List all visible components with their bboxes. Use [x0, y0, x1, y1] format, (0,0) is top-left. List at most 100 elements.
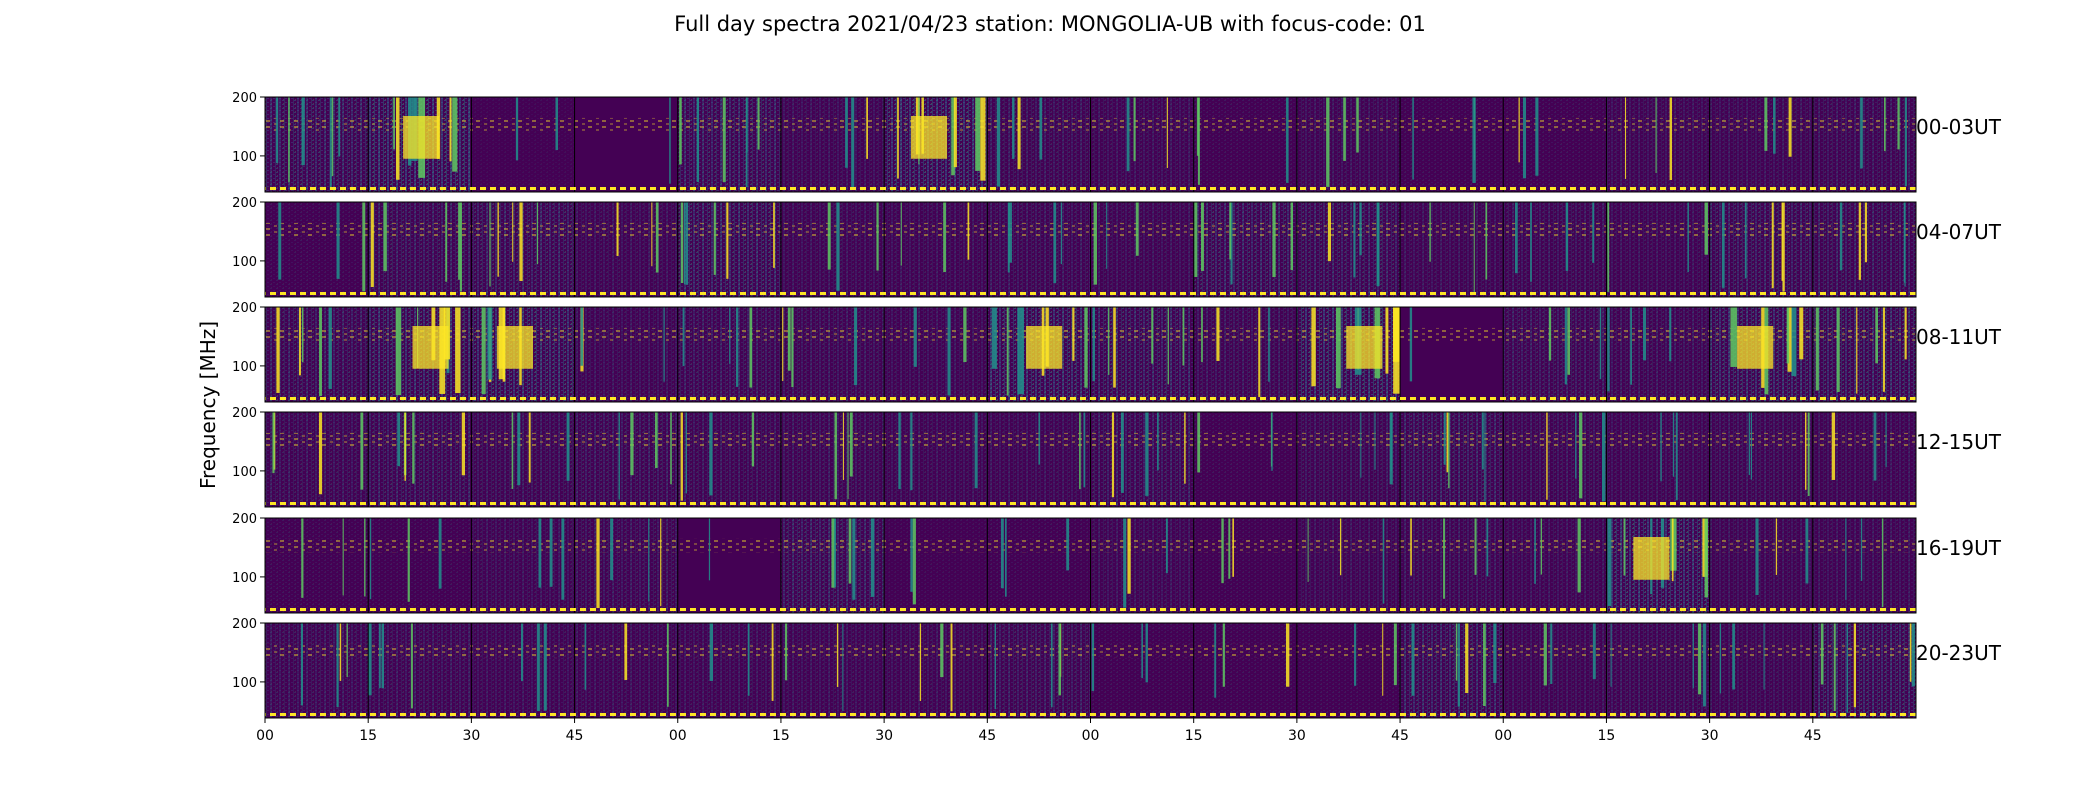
burst-line — [685, 202, 689, 285]
burst-line — [1194, 202, 1198, 277]
burst-line — [497, 202, 499, 277]
burst-line — [1904, 307, 1907, 360]
spectrum-panel — [1812, 623, 1916, 718]
burst-line — [1382, 518, 1385, 604]
burst-line — [1804, 412, 1807, 490]
spectrum-panel — [780, 412, 885, 507]
burst-line — [1881, 518, 1884, 607]
burst-line — [1669, 97, 1673, 181]
burst-line — [1007, 202, 1010, 273]
chart-title: Full day spectra 2021/04/23 station: MON… — [674, 12, 1426, 36]
burst-line — [449, 97, 452, 162]
panel-noise — [987, 518, 1091, 613]
spectrum-panel — [1399, 97, 1504, 192]
row-frame — [264, 411, 1917, 508]
burst-line — [1184, 412, 1186, 484]
panel-noise — [368, 518, 472, 613]
burst-line — [318, 412, 323, 495]
x-tick-label: 30 — [1701, 728, 1719, 744]
panel-stripes — [1193, 307, 1297, 402]
burst-line — [537, 623, 540, 712]
burst-line — [746, 97, 748, 153]
panel-band — [677, 643, 781, 658]
burst-line — [1860, 97, 1863, 169]
spectrum-panel — [1502, 518, 1607, 613]
spectra-row: 200 100 — [232, 301, 1917, 403]
burst-line — [1791, 307, 1797, 377]
panel-stripes — [1709, 202, 1813, 297]
spectrum-panel — [1812, 518, 1916, 613]
burst-line — [1343, 97, 1346, 161]
burst-line — [1721, 202, 1725, 288]
burst-line — [438, 518, 442, 589]
spectrum-panel — [1502, 97, 1607, 192]
burst-line — [1839, 202, 1843, 271]
burst-line — [1012, 97, 1015, 159]
burst-line — [1216, 307, 1220, 361]
spectra-row: 200 100 — [232, 196, 1917, 298]
burst-line — [515, 97, 519, 161]
panel-band — [1296, 538, 1401, 553]
marker-line — [265, 292, 1916, 295]
spectrum-panel — [1709, 97, 1813, 192]
burst-line — [1703, 623, 1706, 707]
burst-line — [913, 307, 917, 367]
spectrum-panel — [367, 412, 472, 507]
panel-stripes — [780, 307, 885, 402]
spectrum-panel — [780, 202, 885, 297]
burst-line — [411, 623, 413, 709]
burst-block — [1633, 537, 1670, 580]
panel-band — [574, 432, 678, 447]
spectrum-panel — [1193, 518, 1297, 613]
burst-line — [1807, 412, 1810, 496]
burst-line — [1258, 307, 1261, 398]
burst-line — [680, 412, 683, 501]
burst-line — [1579, 412, 1583, 499]
panel-band — [1709, 432, 1813, 447]
spectrum-panel — [1812, 202, 1916, 297]
panel-band — [1090, 222, 1194, 237]
burst-line — [1165, 518, 1168, 574]
panel-stripes — [265, 307, 369, 402]
spectrum-panel — [1399, 623, 1504, 718]
burst-line — [1157, 412, 1159, 471]
spectrum-panel — [986, 623, 1091, 718]
burst-line — [618, 412, 620, 500]
panel-noise — [1193, 97, 1297, 192]
burst-line — [1692, 623, 1694, 688]
burst-line — [1353, 202, 1356, 278]
spectrum-panel — [264, 202, 369, 297]
spectrum-panel — [574, 97, 678, 192]
marker-line — [265, 608, 1916, 611]
panel-band — [574, 327, 678, 342]
burst-line — [1228, 518, 1231, 579]
spectrum-panel — [677, 97, 781, 192]
panel-band — [1606, 222, 1710, 237]
spectrum-panel — [1399, 202, 1504, 297]
panel-band — [471, 538, 575, 553]
burst-line — [1039, 97, 1043, 160]
burst-line — [1141, 623, 1143, 679]
burst-line — [1805, 518, 1809, 584]
spectrum-panel — [677, 307, 781, 402]
burst-line — [1339, 518, 1342, 576]
x-tick-label: 15 — [772, 728, 790, 744]
spectrum-panel — [1296, 97, 1401, 192]
burst-line — [787, 307, 791, 371]
row-frame — [264, 517, 1917, 614]
burst-line — [328, 307, 332, 389]
spectrum-panel — [1296, 518, 1401, 613]
panel-stripes — [471, 412, 575, 507]
burst-line — [455, 307, 461, 394]
panel-band — [1503, 643, 1607, 658]
y-tick-label: 100 — [232, 571, 257, 586]
burst-line — [519, 202, 523, 282]
burst-line — [679, 97, 682, 165]
burst-line — [1815, 307, 1819, 391]
burst-line — [1856, 307, 1858, 394]
panel-band — [677, 117, 781, 132]
panel-band — [1503, 327, 1607, 342]
panel-stripes — [368, 623, 472, 718]
x-tick-label: 30 — [462, 728, 480, 744]
burst-line — [900, 202, 902, 266]
